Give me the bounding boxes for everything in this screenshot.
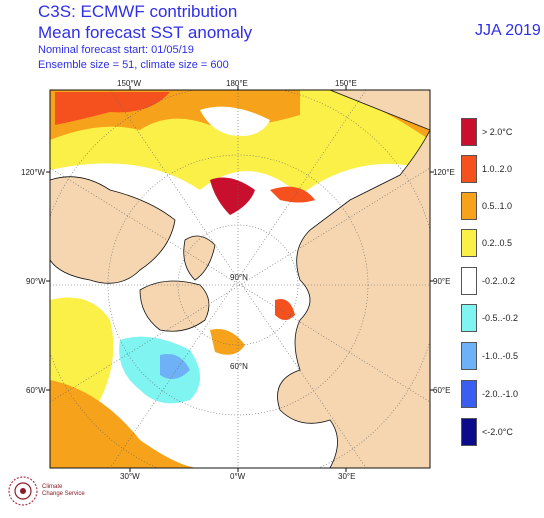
legend-label-5: -0.2..0.2 — [482, 276, 516, 286]
north-america-landmass — [50, 176, 176, 284]
label-30e: 30°E — [338, 472, 355, 481]
ensemble-size: Ensemble size = 51, climate size = 600 — [38, 59, 229, 71]
logo-line-2: Change Service — [42, 491, 85, 497]
atlantic-cooler-patch — [160, 354, 190, 379]
legend-swatch-1 — [461, 118, 477, 146]
atlantic-orange — [50, 380, 200, 468]
label-90w: 90°W — [26, 277, 46, 286]
label-180e: 180°E — [226, 79, 248, 88]
norwegian-warm — [210, 329, 245, 355]
legend-label-7: -1.0..-0.5 — [482, 351, 519, 361]
map-frame — [49, 89, 431, 469]
title-line-1: C3S: ECMWF contribution — [38, 2, 238, 21]
legend-swatch-2 — [461, 155, 477, 183]
label-120e: 120°E — [433, 168, 455, 177]
legend-swatch-5 — [461, 267, 477, 295]
logo-line-1: Climate — [42, 484, 63, 490]
label-60w: 60°W — [26, 386, 46, 395]
label-60n: 60°N — [230, 362, 248, 371]
legend-swatch-6 — [461, 304, 477, 332]
forecast-start: Nominal forecast start: 01/05/19 — [38, 44, 194, 56]
legend-label-9: <-2.0°C — [482, 427, 513, 437]
label-60e: 60°E — [433, 386, 450, 395]
bering-warm-patch — [270, 186, 315, 203]
legend-label-3: 0.5..1.0 — [482, 201, 513, 211]
atlantic-cool-patch — [119, 336, 200, 404]
season-label: JJA 2019 — [475, 22, 541, 39]
label-30w: 30°W — [120, 472, 140, 481]
legend-label-1: > 2.0°C — [482, 127, 513, 137]
label-150w: 150°W — [117, 79, 142, 88]
label-150e: 150°E — [335, 79, 357, 88]
legend-label-8: -2.0..-1.0 — [482, 389, 519, 399]
eurasia-landmass — [277, 90, 430, 468]
pacific-neutral-patch — [200, 106, 270, 136]
meridian-150e-30w — [109, 90, 367, 468]
legend-swatch-9 — [461, 418, 477, 446]
label-90n: 90°N — [230, 273, 248, 282]
c3s-logo-icon — [8, 476, 38, 506]
bering-strong-warm — [210, 177, 255, 215]
greenland — [139, 280, 210, 332]
legend-label-2: 1.0..2.0 — [482, 164, 513, 174]
legend-swatch-8 — [461, 380, 477, 408]
legend-label-6: -0.5..-0.2 — [482, 313, 519, 323]
pacific-red-band — [55, 92, 170, 125]
legend-swatch-3 — [461, 192, 477, 220]
label-0w: 0°W — [230, 472, 246, 481]
legend-label-4: 0.2..0.5 — [482, 238, 513, 248]
logo-text: Climate Change Service — [42, 484, 85, 498]
label-90e: 90°E — [433, 277, 450, 286]
arctic-islands — [183, 235, 216, 281]
legend-swatch-4 — [461, 229, 477, 257]
barents-warm — [275, 299, 295, 320]
legend-swatch-7 — [461, 342, 477, 370]
label-120w: 120°W — [21, 168, 46, 177]
title-line-2: Mean forecast SST anomaly — [38, 23, 253, 42]
